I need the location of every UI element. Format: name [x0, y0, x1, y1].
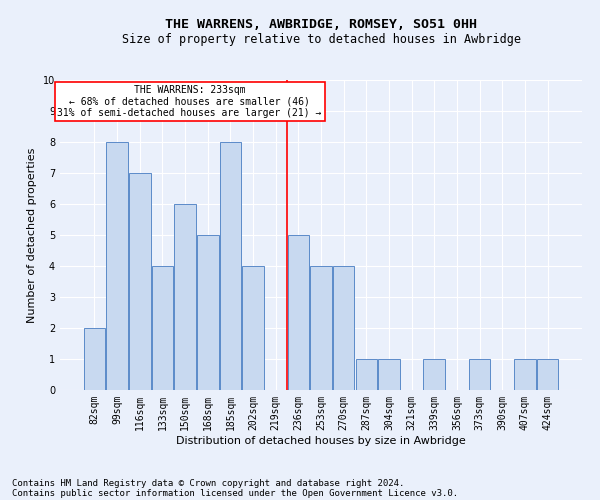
Bar	[106, 142, 128, 390]
Bar	[175, 204, 196, 390]
Bar	[287, 235, 309, 390]
Bar	[424, 359, 445, 390]
Bar	[514, 359, 536, 390]
Bar	[242, 266, 264, 390]
Bar	[152, 266, 173, 390]
Y-axis label: Number of detached properties: Number of detached properties	[28, 148, 37, 322]
Bar	[537, 359, 558, 390]
Bar	[129, 173, 151, 390]
X-axis label: Distribution of detached houses by size in Awbridge: Distribution of detached houses by size …	[176, 436, 466, 446]
Bar	[469, 359, 490, 390]
Bar	[310, 266, 332, 390]
Text: Contains public sector information licensed under the Open Government Licence v3: Contains public sector information licen…	[12, 488, 458, 498]
Text: THE WARRENS: 233sqm
← 68% of detached houses are smaller (46)
31% of semi-detach: THE WARRENS: 233sqm ← 68% of detached ho…	[58, 84, 322, 118]
Bar	[356, 359, 377, 390]
Bar	[220, 142, 241, 390]
Text: THE WARRENS, AWBRIDGE, ROMSEY, SO51 0HH: THE WARRENS, AWBRIDGE, ROMSEY, SO51 0HH	[165, 18, 477, 30]
Bar	[197, 235, 218, 390]
Bar	[333, 266, 355, 390]
Text: Size of property relative to detached houses in Awbridge: Size of property relative to detached ho…	[121, 32, 521, 46]
Text: Contains HM Land Registry data © Crown copyright and database right 2024.: Contains HM Land Registry data © Crown c…	[12, 478, 404, 488]
Bar	[84, 328, 105, 390]
Bar	[378, 359, 400, 390]
